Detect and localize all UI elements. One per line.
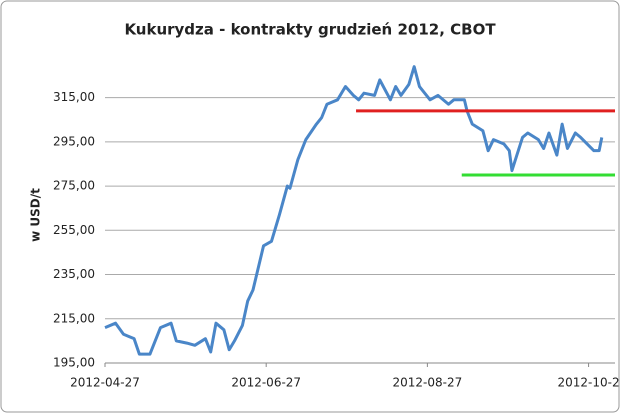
y-tick-label: 315,00 (53, 90, 95, 104)
y-tick-label: 195,00 (53, 356, 95, 370)
line (104, 65, 604, 356)
y-tick-label: 255,00 (53, 223, 95, 237)
x-tick-label: 2012-10-2 (558, 376, 620, 390)
y-axis-label: w USD/t (29, 188, 43, 242)
x-tick-label: 2012-08-27 (393, 376, 463, 390)
y-tick-label: 235,00 (53, 267, 95, 281)
y-tick-label: 295,00 (53, 134, 95, 148)
y-tick-label: 275,00 (53, 179, 95, 193)
x-tick-label: 2012-04-27 (70, 376, 140, 390)
x-tick-label: 2012-06-27 (231, 376, 301, 390)
chart-title: Kukurydza - kontrakty grudzień 2012, CBO… (124, 21, 496, 39)
y-tick-label: 215,00 (53, 311, 95, 325)
